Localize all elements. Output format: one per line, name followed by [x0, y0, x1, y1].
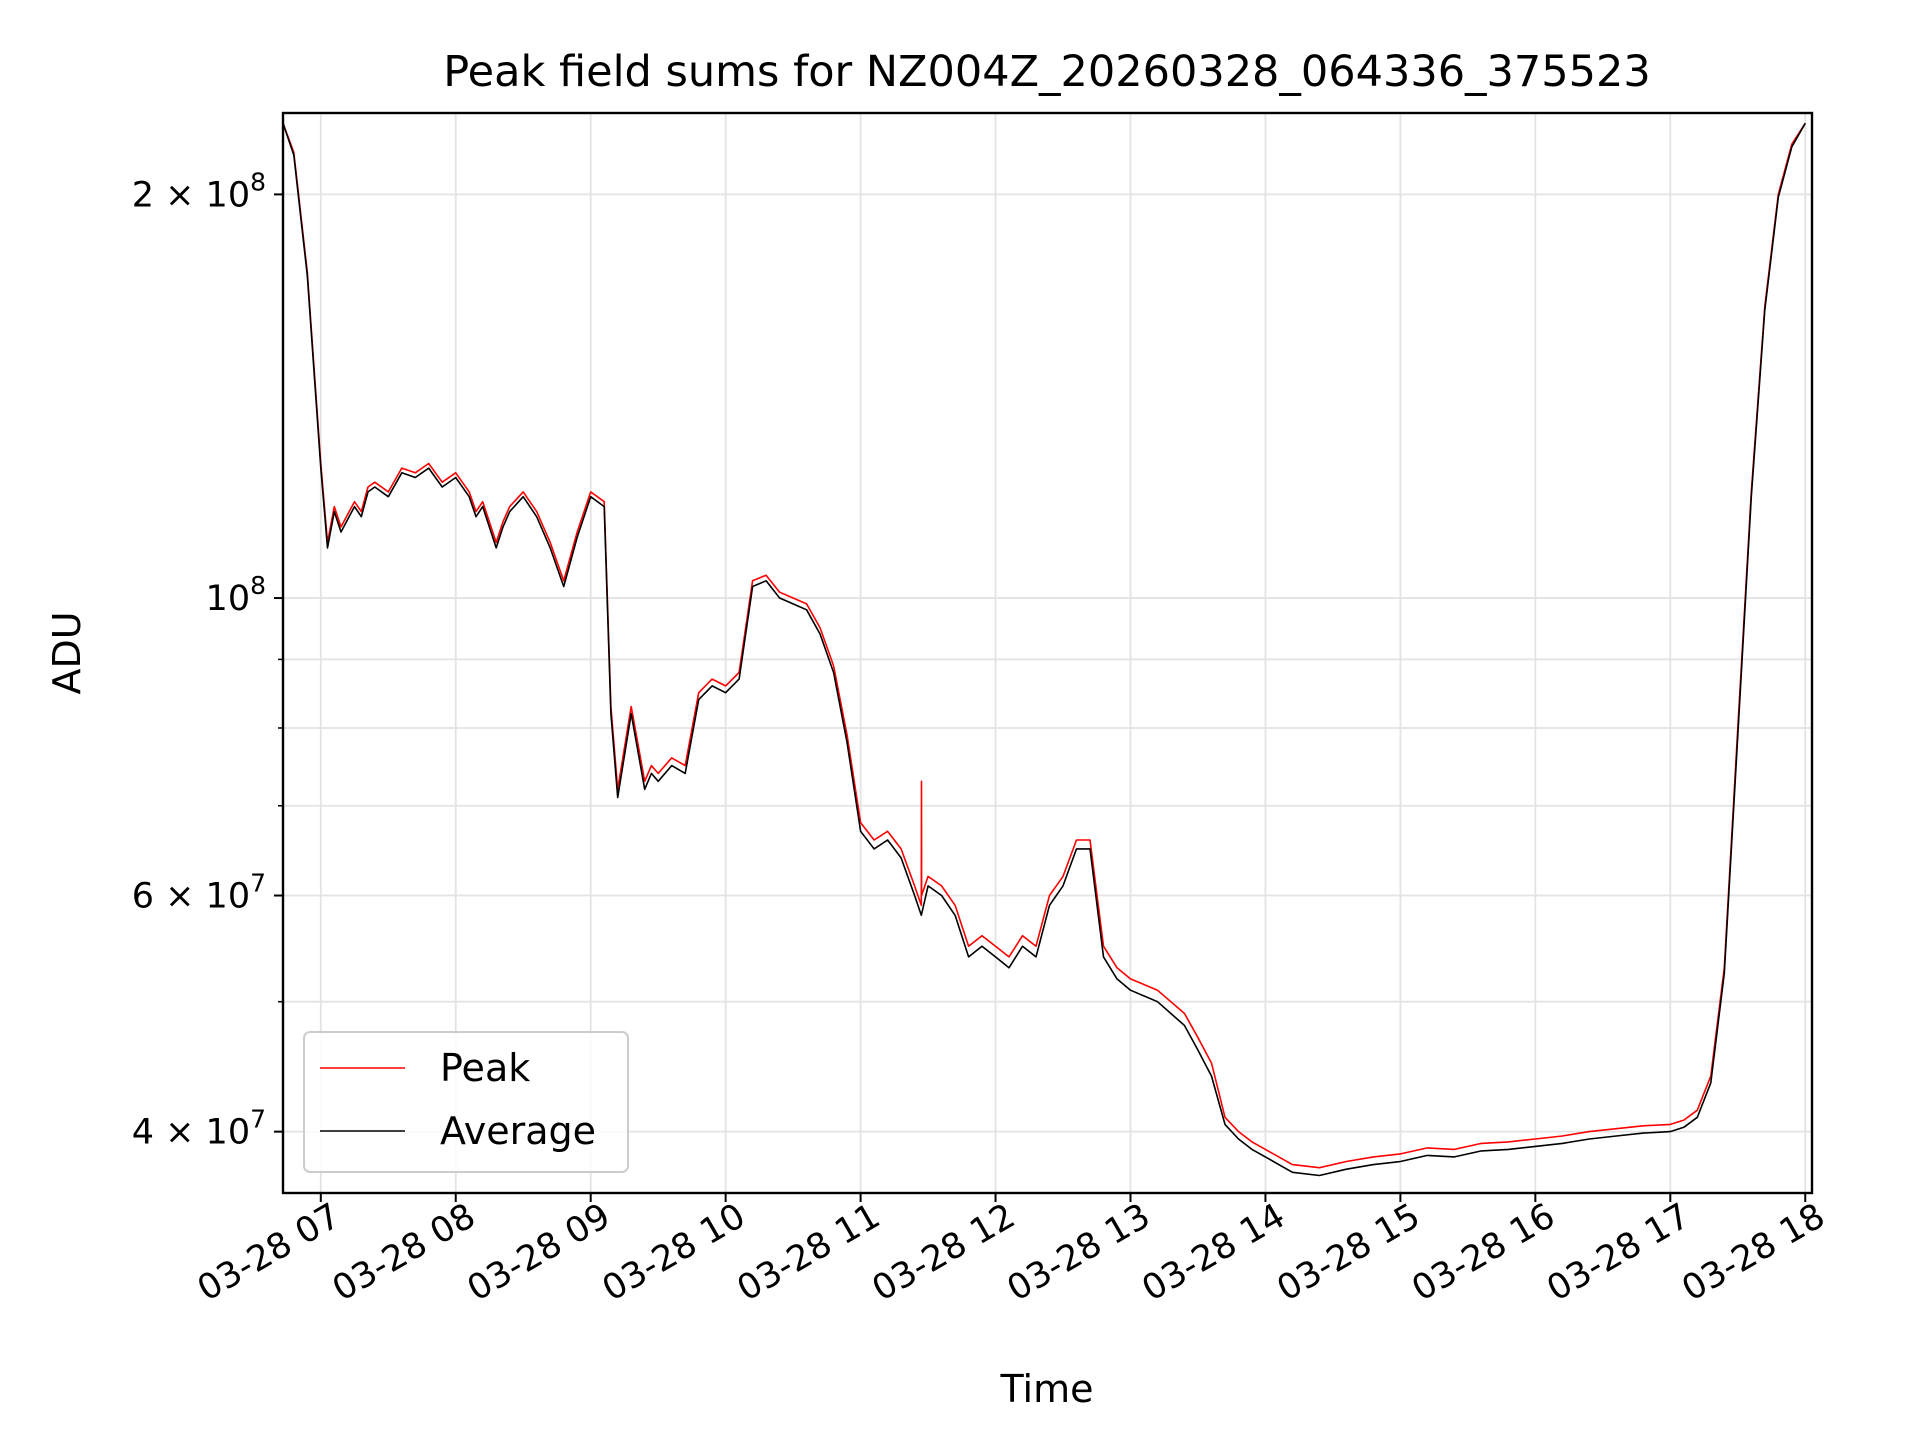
legend-box — [303, 1031, 629, 1173]
y-tick-base: 10 — [206, 175, 251, 215]
y-tick-exponent: 7 — [250, 869, 266, 898]
y-tick-mantissa: 4 × — [132, 1113, 206, 1153]
legend-label-peak: Peak — [440, 1046, 530, 1090]
series-line-peak — [283, 122, 1806, 1169]
y-tick-exponent: 8 — [250, 167, 266, 196]
y-tick-exponent: 7 — [250, 1105, 266, 1134]
legend: Peak Average — [303, 1031, 629, 1173]
y-tick-exponent: 8 — [250, 571, 266, 600]
legend-label-average: Average — [440, 1109, 596, 1153]
grid — [283, 113, 1812, 1193]
y-axis-label: ADU — [45, 611, 89, 694]
y-tick-mantissa: 2 × — [132, 175, 206, 215]
plot-frame — [281, 111, 1814, 1195]
y-tick-label: 6 × 107 — [132, 869, 266, 917]
y-tick-base: 10 — [206, 579, 251, 619]
x-axis-label: Time — [1000, 1367, 1094, 1411]
y-tick-label: 4 × 107 — [132, 1105, 266, 1153]
series-layer — [283, 122, 1806, 1177]
y-tick-label: 108 — [206, 571, 266, 619]
y-tick-mantissa: 6 × — [132, 877, 206, 917]
y-tick-label: 2 × 108 — [132, 167, 266, 215]
y-tick-base: 10 — [206, 877, 251, 917]
series-line-average — [283, 122, 1806, 1177]
chart-title: Peak field sums for NZ004Z_20260328_0643… — [443, 47, 1650, 97]
y-tick-base: 10 — [206, 1113, 251, 1153]
